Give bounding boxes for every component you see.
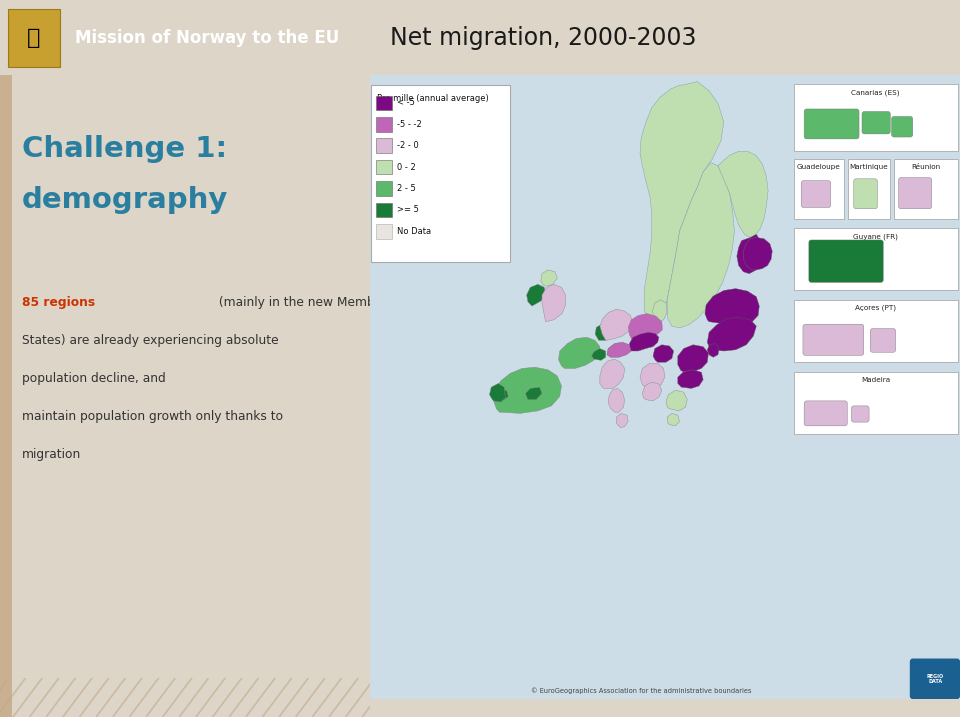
Text: Madeira: Madeira [861, 376, 890, 383]
Text: -2 - 0: -2 - 0 [396, 141, 419, 151]
Text: maintain population growth only thanks to: maintain population growth only thanks t… [22, 410, 283, 423]
FancyBboxPatch shape [852, 406, 869, 422]
Polygon shape [708, 343, 719, 357]
Bar [375, 117, 392, 132]
Text: 🛡: 🛡 [27, 28, 40, 48]
Polygon shape [640, 364, 664, 389]
Text: Pro mille (annual average): Pro mille (annual average) [376, 94, 489, 103]
Text: Martinique: Martinique [850, 164, 888, 171]
Polygon shape [493, 367, 562, 414]
Polygon shape [743, 237, 772, 270]
FancyBboxPatch shape [804, 401, 848, 426]
Polygon shape [653, 300, 667, 322]
Polygon shape [737, 234, 762, 274]
Bar [375, 181, 392, 196]
Polygon shape [653, 345, 674, 362]
Text: 85 regions: 85 regions [22, 296, 95, 309]
Text: Guadeloupe: Guadeloupe [797, 164, 841, 171]
Text: No Data: No Data [396, 227, 431, 236]
Text: 2 - 5: 2 - 5 [396, 184, 416, 193]
Bar [794, 371, 958, 434]
Bar [375, 95, 392, 110]
Polygon shape [628, 313, 662, 341]
Bar [794, 300, 958, 362]
Polygon shape [493, 390, 509, 401]
FancyBboxPatch shape [892, 116, 913, 137]
Polygon shape [607, 342, 631, 357]
Text: population decline, and: population decline, and [22, 372, 170, 385]
Polygon shape [591, 348, 606, 361]
Polygon shape [708, 318, 756, 351]
Bar [794, 159, 844, 219]
Bar [794, 228, 958, 290]
Text: demography: demography [22, 186, 228, 214]
Bar [375, 160, 392, 174]
Polygon shape [616, 414, 628, 428]
Text: States) are already experiencing absolute: States) are already experiencing absolut… [22, 334, 278, 347]
Polygon shape [642, 382, 661, 401]
Text: Net migration, 2000-2003: Net migration, 2000-2003 [390, 26, 697, 50]
Bar [371, 85, 510, 262]
Polygon shape [600, 309, 633, 341]
Polygon shape [490, 384, 505, 402]
Polygon shape [668, 163, 734, 328]
Text: 0 - 2: 0 - 2 [396, 163, 416, 171]
Polygon shape [600, 359, 625, 389]
Bar [794, 84, 958, 151]
Text: Açores (PT): Açores (PT) [855, 305, 896, 311]
Polygon shape [595, 323, 611, 341]
Text: >= 5: >= 5 [396, 205, 419, 214]
FancyBboxPatch shape [862, 111, 890, 134]
FancyBboxPatch shape [871, 328, 896, 352]
FancyBboxPatch shape [809, 240, 883, 282]
FancyBboxPatch shape [899, 178, 931, 209]
Bar [894, 159, 958, 219]
Polygon shape [678, 370, 703, 389]
Bar [0, 75, 12, 717]
Polygon shape [640, 82, 724, 328]
Text: migration: migration [22, 448, 82, 461]
Text: another 76 regions: another 76 regions [487, 372, 618, 385]
Text: Réunion: Réunion [911, 164, 940, 171]
FancyBboxPatch shape [910, 658, 960, 699]
Polygon shape [705, 289, 759, 325]
Text: -5 - -2: -5 - -2 [396, 120, 421, 129]
Text: REGIO
DATA: REGIO DATA [926, 674, 944, 684]
Text: Challenge 1:: Challenge 1: [22, 136, 228, 163]
Text: Canarias (ES): Canarias (ES) [852, 89, 900, 95]
Polygon shape [527, 284, 545, 306]
Polygon shape [667, 414, 680, 426]
Bar [8, 9, 60, 67]
Text: Mission of Norway to the EU: Mission of Norway to the EU [75, 29, 339, 47]
Text: (mainly in the new Member: (mainly in the new Member [215, 296, 388, 309]
Text: < -5: < -5 [396, 98, 415, 108]
FancyBboxPatch shape [853, 179, 877, 209]
Bar [375, 138, 392, 153]
Text: © EuroGeographics Association for the administrative boundaries: © EuroGeographics Association for the ad… [531, 688, 752, 694]
Polygon shape [559, 337, 600, 369]
Text: Guyane (FR): Guyane (FR) [853, 233, 898, 239]
FancyBboxPatch shape [802, 181, 830, 207]
Bar [375, 224, 392, 239]
Polygon shape [608, 389, 625, 412]
FancyBboxPatch shape [803, 324, 864, 356]
Polygon shape [540, 270, 558, 286]
Polygon shape [718, 151, 768, 237]
Polygon shape [525, 387, 542, 399]
Bar [375, 203, 392, 217]
FancyBboxPatch shape [804, 109, 859, 139]
Polygon shape [678, 345, 708, 371]
Polygon shape [630, 332, 659, 351]
Polygon shape [542, 284, 565, 322]
Polygon shape [666, 390, 687, 411]
Bar [848, 159, 890, 219]
